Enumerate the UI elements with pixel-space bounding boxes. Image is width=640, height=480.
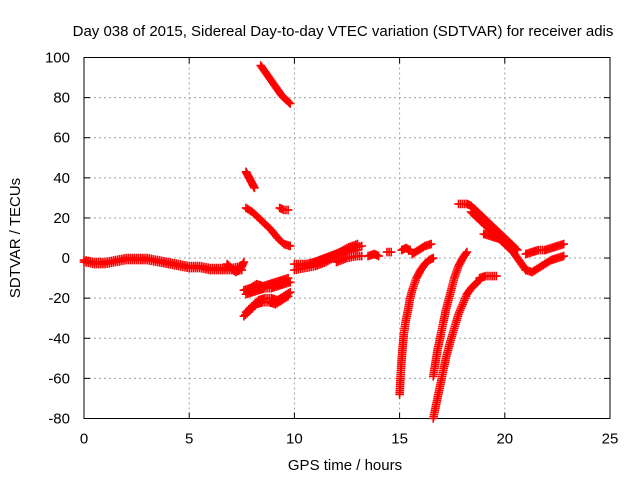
data-point [386, 247, 396, 257]
x-tick-label: 15 [391, 431, 408, 448]
data-series [222, 257, 249, 277]
y-tick-label: 40 [53, 170, 70, 187]
x-tick-label: 5 [185, 431, 193, 448]
data-point [283, 205, 293, 215]
y-tick-label: 60 [53, 130, 70, 147]
data-series [521, 251, 569, 277]
data-series [521, 239, 569, 259]
data-points [79, 61, 569, 423]
data-point [374, 251, 383, 261]
y-tick-label: -40 [48, 330, 70, 347]
data-series [395, 253, 438, 399]
x-tick-label: 0 [80, 431, 88, 448]
data-point [559, 239, 569, 249]
data-series [275, 203, 293, 215]
data-series [256, 61, 295, 108]
data-point [284, 97, 294, 107]
data-series [475, 271, 501, 283]
data-point [285, 287, 295, 297]
data-point [462, 247, 472, 257]
data-point [428, 253, 438, 263]
data-point [285, 241, 295, 251]
data-point [426, 239, 436, 249]
data-point [559, 251, 569, 261]
data-point [285, 99, 295, 108]
data-series [241, 167, 259, 193]
x-axis-label: GPS time / hours [288, 457, 402, 474]
data-point [492, 271, 501, 281]
y-tick-label: -80 [48, 411, 70, 428]
chart-title: Day 038 of 2015, Sidereal Day-to-day VTE… [73, 23, 614, 40]
data-point [353, 239, 362, 249]
data-series [363, 249, 383, 261]
data-point [239, 257, 249, 267]
plot-frame [83, 57, 611, 419]
data-series [382, 247, 396, 257]
data-series [241, 287, 295, 317]
data-series [428, 247, 472, 381]
x-tick-label: 20 [496, 431, 513, 448]
y-tick-label: 20 [53, 210, 70, 227]
x-tick-label: 25 [602, 431, 619, 448]
data-point [504, 237, 514, 247]
data-series [290, 239, 362, 269]
y-axis-label: SDTVAR / TECUs [7, 178, 24, 298]
data-point [461, 249, 471, 258]
data-series [479, 229, 514, 247]
grid [84, 57, 610, 419]
data-series [407, 239, 436, 259]
x-tick-label: 10 [286, 431, 303, 448]
y-tick-label: 80 [53, 90, 70, 107]
data-point [250, 183, 259, 193]
axis-ticks: 0 5 10 15 20 25 -80 -60 -40 -20 0 20 40 60 80 100 [45, 50, 618, 448]
data-series [332, 251, 367, 267]
y-tick-label: -20 [48, 290, 70, 307]
y-tick-label: 0 [62, 250, 70, 267]
y-tick-label: -60 [48, 370, 70, 387]
y-tick-label: 100 [45, 50, 70, 67]
data-series [241, 203, 295, 251]
data-series [241, 277, 295, 299]
data-point [285, 277, 295, 287]
